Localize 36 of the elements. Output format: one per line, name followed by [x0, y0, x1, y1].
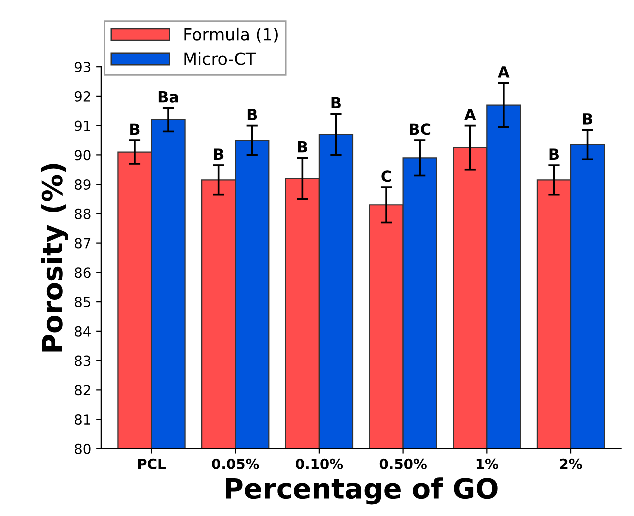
- data-label: B: [583, 114, 593, 125]
- data-label: B: [248, 109, 258, 120]
- data-label: B: [298, 141, 308, 153]
- legend-label: Micro-CT: [184, 52, 256, 66]
- y-tick-label: 86: [74, 268, 91, 278]
- y-tick-label: 84: [74, 326, 91, 337]
- data-label: B: [130, 124, 140, 135]
- data-label: BC: [410, 124, 431, 136]
- x-tick-label: 0.05%: [212, 458, 260, 470]
- data-label: B: [550, 148, 559, 160]
- y-axis-title: Porosity (%): [41, 164, 68, 352]
- data-label: B: [332, 97, 341, 109]
- y-tick-label: 87: [74, 238, 91, 249]
- y-tick-label: 91: [74, 120, 90, 132]
- x-axis-title: Percentage of GO: [226, 478, 498, 505]
- y-tick-label: 89: [74, 180, 91, 190]
- data-label: B: [214, 148, 224, 160]
- y-tick-label: 90: [74, 150, 91, 161]
- x-tick-label: 2%: [560, 458, 582, 470]
- data-label: C: [382, 170, 392, 182]
- x-tick-label: 0.50%: [380, 458, 427, 470]
- data-label: A: [498, 66, 510, 78]
- y-tick-label: 88: [74, 208, 91, 220]
- y-tick-label: 85: [74, 297, 91, 308]
- y-tick-label: 81: [74, 414, 90, 426]
- y-tick-label: 92: [74, 91, 90, 102]
- x-tick-label: 1%: [476, 458, 499, 470]
- legend-label: Formula (1): [184, 28, 278, 43]
- data-label: A: [464, 109, 476, 120]
- data-label: Ba: [158, 92, 178, 103]
- x-tick-label: 0.10%: [296, 458, 344, 470]
- y-tick-label: 80: [74, 444, 91, 454]
- y-tick-label: 83: [74, 356, 91, 366]
- x-tick-label: PCL: [138, 458, 166, 470]
- y-tick-label: 93: [74, 62, 91, 73]
- y-tick-label: 82: [74, 385, 90, 396]
